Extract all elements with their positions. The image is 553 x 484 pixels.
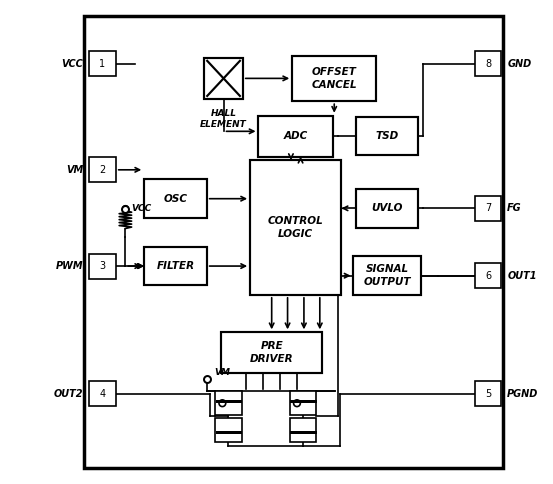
Text: OUT2: OUT2 [54, 389, 84, 399]
Text: VM: VM [66, 165, 84, 175]
Text: VCC: VCC [61, 59, 84, 69]
Bar [290, 391, 316, 415]
Bar [84, 16, 503, 468]
Bar [356, 189, 419, 227]
Text: PRE
DRIVER: PRE DRIVER [250, 342, 294, 364]
Text: 7: 7 [485, 203, 492, 213]
Text: CONTROL
LOGIC: CONTROL LOGIC [268, 216, 324, 239]
Text: 2: 2 [99, 165, 106, 175]
Text: VM: VM [214, 368, 230, 377]
Text: OUT1: OUT1 [507, 271, 537, 281]
Bar [221, 332, 322, 373]
Bar [290, 418, 316, 442]
Bar [475, 263, 502, 288]
Text: 5: 5 [485, 389, 492, 399]
Text: TSD: TSD [375, 131, 399, 141]
Text: ADC: ADC [284, 131, 308, 141]
Bar [89, 51, 116, 76]
Bar [215, 418, 242, 442]
Text: OFFSET
CANCEL: OFFSET CANCEL [311, 67, 357, 90]
Text: PGND: PGND [507, 389, 539, 399]
Text: FILTER: FILTER [156, 261, 195, 271]
Bar [356, 117, 419, 155]
Text: SIGNAL
OUTPUT: SIGNAL OUTPUT [363, 264, 411, 287]
Bar [353, 257, 421, 295]
Bar [250, 160, 341, 295]
Text: 8: 8 [485, 59, 491, 69]
Bar [144, 180, 207, 218]
Text: 4: 4 [99, 389, 106, 399]
Bar [292, 56, 377, 101]
Text: 1: 1 [99, 59, 106, 69]
Text: HALL
ELEMENT: HALL ELEMENT [200, 109, 247, 129]
Bar [144, 247, 207, 285]
Bar [475, 51, 502, 76]
Bar [475, 381, 502, 406]
Bar [204, 58, 243, 99]
Text: FG: FG [507, 203, 522, 213]
Bar [89, 381, 116, 406]
Text: UVLO: UVLO [372, 203, 403, 213]
Text: OSC: OSC [164, 194, 187, 204]
Bar [89, 157, 116, 182]
Bar [215, 391, 242, 415]
Text: 6: 6 [485, 271, 491, 281]
Bar [89, 254, 116, 279]
Text: PWM: PWM [56, 261, 84, 271]
Text: 3: 3 [99, 261, 106, 271]
Bar [258, 116, 333, 157]
Bar [475, 196, 502, 221]
Text: VCC: VCC [131, 204, 152, 213]
Text: GND: GND [507, 59, 531, 69]
